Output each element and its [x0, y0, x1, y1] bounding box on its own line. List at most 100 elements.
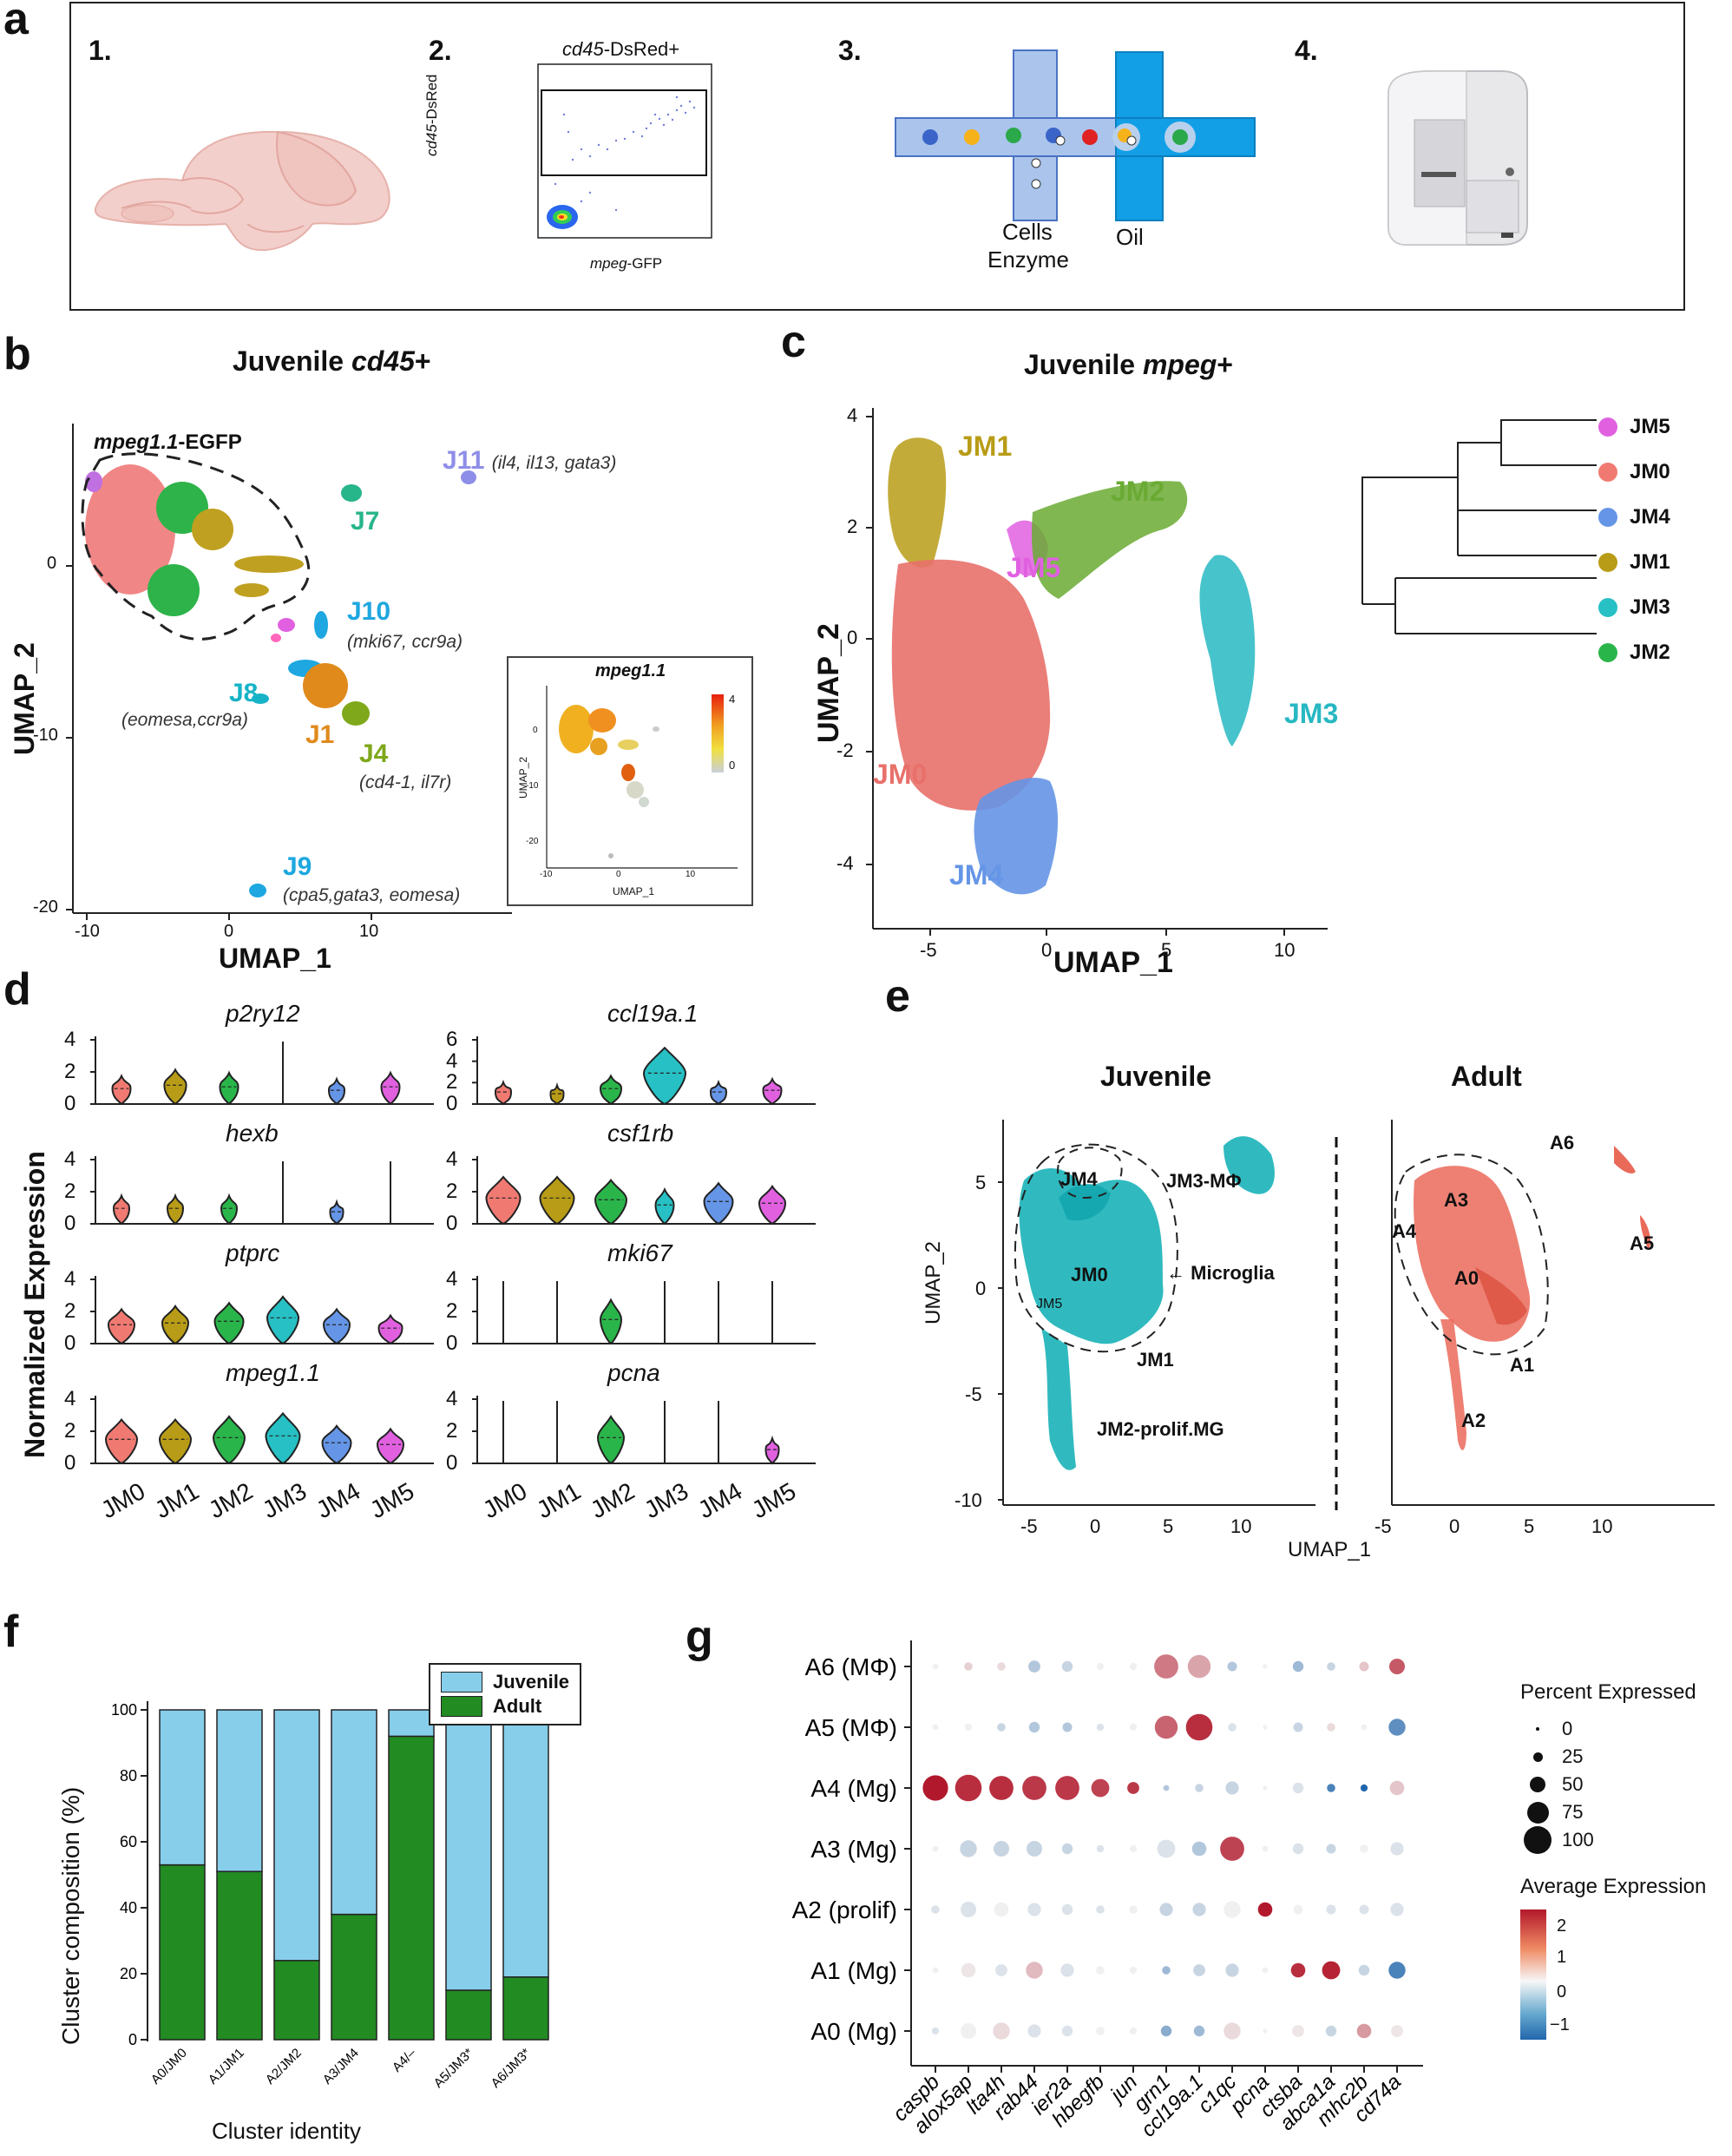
- f-ytick-label: 100: [111, 1701, 137, 1719]
- g-dot: [1154, 1715, 1178, 1739]
- g-dot: [1358, 1964, 1370, 1976]
- e-juv-xtick-0: -5: [1020, 1515, 1038, 1537]
- e-juv-xtick-2: 5: [1163, 1515, 1174, 1537]
- g-dot: [1359, 1904, 1369, 1915]
- dendro-dot: [1598, 598, 1617, 617]
- violin-JM2: [594, 1178, 628, 1226]
- g-dot: [1129, 1966, 1138, 1975]
- e-xlabel: UMAP_1: [1288, 1538, 1372, 1561]
- panel-letter-e: e: [885, 971, 910, 1022]
- violin-xlabel-JM4: JM4: [312, 1477, 365, 1524]
- violin-JM1: [549, 1081, 565, 1106]
- violin-xlabel-JM2: JM2: [586, 1477, 640, 1524]
- b-inset-colorscale: [712, 694, 724, 772]
- violin-plot-ptprc: [90, 1276, 434, 1345]
- f-legend-juvenile: Juvenile: [441, 1670, 569, 1694]
- violin-ytick: 4: [64, 1387, 76, 1410]
- g-row-label: A1 (Mg): [810, 1957, 897, 1984]
- c-ytick-4: -4: [836, 852, 854, 874]
- g-dot: [1225, 1781, 1239, 1795]
- b-xtick-1: 0: [224, 922, 234, 941]
- g-dot: [961, 2023, 976, 2039]
- sequencer-instrument: [1388, 70, 1528, 246]
- violin-JM4: [709, 1079, 728, 1106]
- violin-JM5: [380, 1070, 401, 1106]
- e-label-jm1: JM1: [1137, 1349, 1174, 1371]
- g-row-label: A3 (Mg): [810, 1836, 897, 1863]
- violin-plot-ccl19a-1: [472, 1036, 816, 1106]
- f-bar-juvenile-2: [273, 1709, 320, 1962]
- c-xtick-1: 0: [1041, 939, 1053, 961]
- b-inset-xtick-2: 10: [686, 870, 696, 879]
- g-dot: [931, 1905, 940, 1914]
- violin-JM0: [111, 1074, 132, 1106]
- e-label-microglia: ← Microglia: [1166, 1262, 1275, 1284]
- g-dot: [1061, 2025, 1073, 2037]
- g-dot: [1055, 1776, 1079, 1800]
- c-ytick-2: 0: [847, 627, 858, 648]
- g-row-label: A0 (Mg): [810, 2018, 897, 2045]
- g-dot: [1060, 1963, 1074, 1977]
- f-bar-juvenile-5: [445, 1709, 492, 1991]
- b-inset-scale-max: 4: [729, 693, 736, 706]
- panel-a-frame: [69, 2, 1685, 311]
- b-inset-ylabel: UMAP_2: [517, 756, 529, 799]
- violin-xlabel-JM5: JM5: [747, 1477, 801, 1524]
- b-ytick-0: 0: [47, 554, 57, 573]
- dendro-dot: [1598, 463, 1617, 482]
- violin-plot-hexb: [90, 1156, 434, 1226]
- g-dot: [1028, 1721, 1040, 1733]
- c-ylabel: UMAP_2: [812, 623, 845, 743]
- f-bar-adult-2: [273, 1960, 320, 2041]
- e-label-a2: A2: [1461, 1410, 1486, 1431]
- facs-plot: [537, 63, 712, 239]
- violin-JM0: [107, 1307, 136, 1345]
- g-size-legend-row: 25: [1520, 1743, 1694, 1771]
- e-label-a0: A0: [1454, 1267, 1479, 1289]
- violin-JM4: [322, 1307, 351, 1345]
- g-dot: [1062, 1722, 1073, 1732]
- c-label-jm2: JM2: [1111, 476, 1165, 507]
- e-adult-xtick-0: -5: [1374, 1515, 1392, 1537]
- violin-JM5: [764, 1435, 780, 1465]
- dendro-item-1: JM0: [1598, 450, 1729, 495]
- g-dot: [1185, 1713, 1213, 1741]
- c-label-jm3: JM3: [1284, 698, 1339, 729]
- g-dot: [1228, 1723, 1237, 1732]
- g-dot: [1129, 1662, 1138, 1671]
- violin-JM4: [321, 1423, 352, 1465]
- panel-letter-b: b: [3, 329, 31, 379]
- c-ytick-3: -2: [836, 739, 854, 761]
- g-dot: [931, 2027, 940, 2035]
- g-dot: [1360, 1844, 1368, 1853]
- violin-plot-csf1rb: [472, 1156, 816, 1226]
- g-dot: [1389, 1780, 1405, 1796]
- e-label-a6: A6: [1550, 1132, 1575, 1154]
- c-dendrogram: [1361, 419, 1597, 634]
- facs-xlabel: mpeg-GFP: [590, 255, 663, 272]
- violin-xlabel-JM1: JM1: [150, 1477, 204, 1524]
- g-dot: [1292, 1782, 1304, 1794]
- e-label-jm3: JM3-MΦ: [1166, 1170, 1242, 1192]
- g-dot: [961, 1902, 976, 1917]
- violin-xlabel-JM2: JM2: [204, 1477, 258, 1524]
- violin-ytick: 0: [446, 1212, 458, 1235]
- f-stacked-bar-chart: 0 20 40 60 80 100 A0/JM0 A1/JM1 A2/JM2 A3/JM4 A4/–…: [111, 1701, 549, 2091]
- g-dot: [1257, 1902, 1273, 1917]
- c-ytick-1: 2: [847, 516, 858, 537]
- g-dot: [1096, 2027, 1105, 2035]
- b-xtick-2: 10: [359, 922, 379, 941]
- g-dot: [1096, 1844, 1105, 1853]
- e-ytick-2: -5: [965, 1384, 982, 1405]
- f-bar-adult-3: [331, 1913, 377, 2041]
- g-dot: [960, 1840, 977, 1857]
- panel-letter-f: f: [3, 1607, 19, 1657]
- f-ytick-label: 60: [120, 1833, 137, 1850]
- g-dot: [1292, 1660, 1304, 1673]
- violin-JM2: [219, 1070, 239, 1106]
- g-dot: [1191, 1841, 1207, 1857]
- g-dot: [1129, 1905, 1138, 1914]
- brain-illustration: [94, 130, 390, 252]
- panel-c-umap: [866, 408, 1328, 936]
- g-dot: [1361, 1724, 1368, 1731]
